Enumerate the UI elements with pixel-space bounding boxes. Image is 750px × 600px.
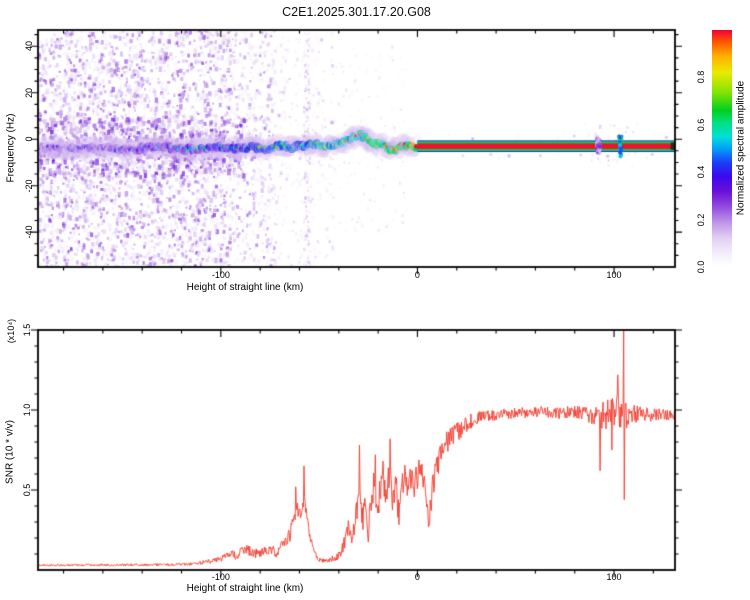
top-y-tick-label: 20 <box>24 87 34 98</box>
bottom-x-tick-label: 0 <box>414 572 420 582</box>
top-x-tick-label: 0 <box>414 270 420 280</box>
top-y-tick-label: 0 <box>24 136 34 142</box>
bottom-x-tick-label: 100 <box>606 572 622 582</box>
top-x-tick-label: -100 <box>211 270 230 280</box>
top-y-tick-label: -40 <box>24 225 34 239</box>
bottom-y-tick-label: 1.5 <box>22 323 32 337</box>
colorbar-tick-label: 0.4 <box>696 165 706 179</box>
bottom-x-axis-label: Height of straight line (km) <box>186 583 304 594</box>
colorbar-tick-label: 0.0 <box>696 260 706 274</box>
colorbar-gradient <box>712 30 732 267</box>
top-y-tick-label: 40 <box>24 41 34 52</box>
colorbar-label: Normalized spectral amplitude <box>735 80 747 216</box>
chart-title: C2E1.2025.301.17.20.G08 <box>282 5 431 19</box>
colorbar-tick-label: 0.8 <box>696 71 706 84</box>
bottom-y-tick-label: 1.0 <box>22 403 32 417</box>
top-x-axis-label: Height of straight line (km) <box>186 282 304 293</box>
snr-canvas <box>28 320 685 582</box>
top-x-tick-label: 100 <box>606 270 622 280</box>
bottom-x-tick-label: -100 <box>211 572 230 582</box>
top-y-axis-label: Frequency (Hz) <box>5 113 17 183</box>
top-y-tick-label: -20 <box>24 179 34 193</box>
bottom-y-axis-label: SNR (10 * v/v) <box>4 420 16 484</box>
bottom-y-scale-label: (x10⁴) <box>6 318 16 344</box>
bottom-y-tick-label: 0.5 <box>22 483 32 497</box>
colorbar-tick-label: 0.6 <box>696 118 706 132</box>
spectrogram-canvas <box>28 20 685 282</box>
colorbar-tick-label: 0.2 <box>696 213 706 226</box>
